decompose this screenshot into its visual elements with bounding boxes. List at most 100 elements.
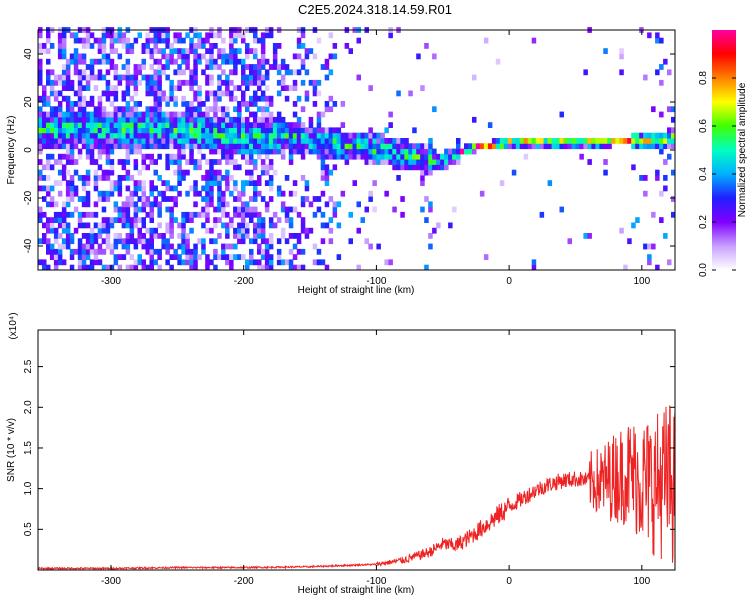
heatmap-cell (260, 254, 266, 260)
heatmap-cell (165, 153, 170, 160)
heatmap-cell (268, 164, 274, 171)
heatmap-cell (384, 159, 389, 165)
heatmap-cell (57, 37, 63, 44)
heatmap-cell (209, 143, 214, 150)
heatmap-cell (324, 58, 330, 65)
heatmap-cell (651, 211, 656, 218)
heatmap-cell (507, 138, 513, 144)
heatmap-cell (49, 201, 55, 208)
heatmap-cell (85, 254, 91, 260)
heatmap-cell (197, 254, 202, 260)
heatmap-cell (101, 90, 107, 97)
heatmap-cell (129, 201, 135, 208)
heatmap-cell (201, 127, 206, 134)
heatmap-cell (209, 122, 214, 128)
heatmap-cell (93, 138, 99, 144)
heatmap-cell (38, 185, 43, 192)
heatmap-cell (324, 175, 330, 181)
heatmap-cell (177, 180, 182, 186)
heatmap-cell (249, 254, 254, 260)
heatmap-cell (177, 164, 182, 171)
heatmap-cell (237, 58, 242, 65)
heatmap-cell (81, 143, 87, 150)
heatmap-cell (535, 138, 541, 144)
heatmap-cell (61, 116, 67, 123)
heatmap-cell (57, 233, 63, 239)
heatmap-cell (276, 90, 282, 97)
heatmap-cell (340, 138, 346, 144)
heatmap-cell (452, 159, 457, 165)
heatmap-cell (384, 153, 389, 160)
heatmap-cell (368, 138, 373, 144)
heatmap-cell (264, 127, 270, 134)
heatmap-cell (268, 32, 274, 39)
heatmap-cell (185, 169, 190, 176)
heatmap-cell (368, 143, 373, 150)
heatmap-cell (328, 138, 334, 144)
heatmap-cell (113, 106, 119, 113)
heatmap-cell (292, 233, 298, 239)
heatmap-cell (253, 206, 258, 213)
heatmap-cell (109, 85, 115, 91)
heatmap-cell (257, 222, 262, 229)
heatmap-cell (69, 180, 75, 186)
heatmap-cell (197, 85, 202, 91)
heatmap-cell (376, 153, 381, 160)
heatmap-cell (77, 264, 83, 271)
heatmap-cell (42, 164, 47, 171)
heatmap-cell (141, 243, 146, 250)
heatmap-cell (300, 248, 306, 255)
heatmap-cell (105, 243, 111, 250)
heatmap-cell (189, 227, 194, 234)
heatmap-cell (46, 248, 51, 255)
heatmap-cell (77, 211, 83, 218)
y-tick-label: -40 (23, 238, 34, 253)
heatmap-cell (101, 227, 107, 234)
heatmap-cell (177, 259, 182, 266)
heatmap-cell (376, 243, 381, 250)
heatmap-cell (185, 101, 190, 107)
heatmap-cell (117, 206, 123, 213)
heatmap-cell (145, 264, 150, 271)
heatmap-cell (320, 138, 326, 144)
heatmap-cell (129, 196, 135, 202)
heatmap-cell (193, 74, 198, 81)
heatmap-cell (229, 79, 234, 86)
heatmap-cell (53, 201, 59, 208)
heatmap-cell (296, 148, 302, 155)
heatmap-cell (65, 85, 71, 91)
heatmap-cell (38, 58, 43, 65)
heatmap-cell (153, 143, 158, 150)
heatmap-cell (157, 116, 162, 123)
heatmap-cell (105, 148, 111, 155)
heatmap-cell (209, 185, 214, 192)
snr-frame (37, 329, 676, 571)
heatmap-cell (141, 74, 146, 81)
heatmap-cell (161, 95, 166, 102)
heatmap-cell (85, 111, 91, 118)
heatmap-cell (133, 74, 139, 81)
heatmap-cell (165, 53, 170, 60)
heatmap-cell (272, 143, 278, 150)
heatmap-cell (213, 101, 218, 107)
heatmap-cell (245, 259, 250, 266)
heatmap-cell (149, 227, 154, 234)
heatmap-cell (316, 259, 322, 266)
heatmap-cell (619, 53, 624, 60)
heatmap-cell (428, 169, 433, 176)
heatmap-cell (229, 159, 234, 165)
heatmap-cell (643, 243, 648, 250)
heatmap-cell (165, 32, 170, 39)
heatmap-cell (145, 106, 150, 113)
heatmap-cell (288, 248, 294, 255)
heatmap-cell (65, 211, 71, 218)
heatmap-cell (511, 138, 517, 144)
heatmap-cell (663, 138, 668, 144)
heatmap-cell (420, 180, 425, 186)
heatmap-cell (89, 64, 95, 70)
heatmap-cell (53, 248, 59, 255)
heatmap-cell (85, 169, 91, 176)
heatmap-cell (129, 116, 135, 123)
heatmap-cell (153, 74, 158, 81)
heatmap-cell (173, 254, 178, 260)
